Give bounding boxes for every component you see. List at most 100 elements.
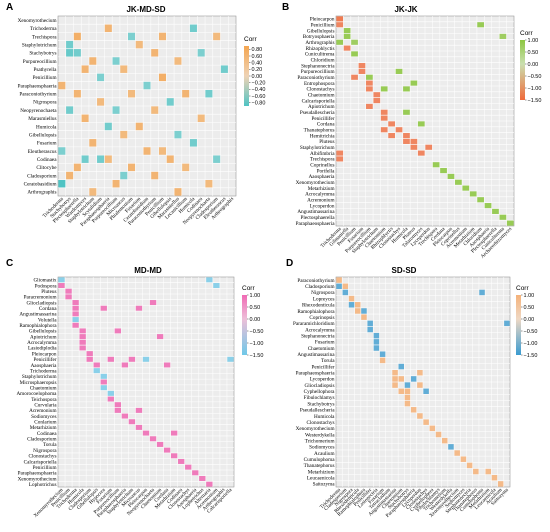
row-label: Stephanonectria bbox=[301, 333, 335, 339]
heatmap-cell bbox=[336, 22, 344, 28]
heatmap-cell bbox=[441, 437, 448, 444]
row-label: Sodiomyces bbox=[309, 445, 334, 451]
heatmap-cell bbox=[484, 203, 492, 209]
heatmap-cell bbox=[121, 413, 129, 419]
row-label: Angustimassarina bbox=[297, 352, 335, 358]
heatmap-cell bbox=[174, 130, 182, 139]
row-label: Xenomyrothecium bbox=[18, 18, 57, 24]
heatmap-cell bbox=[100, 305, 107, 311]
row-label: Acrocalymma bbox=[305, 327, 335, 333]
heatmap-cell bbox=[432, 162, 440, 168]
panel-label: B bbox=[282, 2, 289, 13]
row-label: Trichoderma bbox=[30, 26, 57, 32]
row-label: Chaetomium bbox=[30, 385, 57, 391]
row-label: Pseudallescheria bbox=[300, 110, 335, 116]
heatmap-cell bbox=[423, 419, 429, 425]
heatmap-cell bbox=[205, 89, 213, 98]
row-label: Rhexodenticula bbox=[302, 303, 335, 309]
heatmap-cell bbox=[379, 357, 386, 364]
heatmap-cell bbox=[410, 80, 418, 86]
heatmap-cell bbox=[121, 362, 129, 368]
panel-label: A bbox=[6, 2, 13, 13]
heatmap-cell bbox=[358, 68, 366, 74]
row-label: Ceratobasidium bbox=[24, 182, 57, 188]
heatmap-cell bbox=[417, 413, 423, 419]
row-label: Calcarisporiella bbox=[302, 98, 336, 104]
heatmap-cell bbox=[79, 334, 86, 340]
heatmap-cell bbox=[114, 402, 122, 408]
heatmap-cell bbox=[373, 332, 380, 339]
heatmap-cell bbox=[336, 39, 344, 45]
heatmap-cell bbox=[189, 24, 197, 33]
panel-a: A JK-MD-SD Xenomyrothecium Trichoderma Trech… bbox=[6, 2, 265, 228]
heatmap-cell bbox=[213, 32, 221, 41]
row-label: Conlarium bbox=[34, 420, 56, 426]
heatmap-cell bbox=[425, 144, 433, 150]
row-label: Metarhizium bbox=[30, 425, 57, 431]
heatmap-cell bbox=[373, 98, 381, 104]
row-label: Acremonium bbox=[307, 198, 334, 204]
heatmap-cell bbox=[506, 220, 514, 226]
heatmap-cell bbox=[128, 419, 136, 425]
row-label: Clonostachys bbox=[307, 420, 335, 426]
heatmap-cell bbox=[403, 138, 410, 144]
heatmap-cell bbox=[151, 106, 159, 114]
heatmap-cell bbox=[112, 106, 120, 114]
row-label: Coprinopsis bbox=[309, 315, 334, 321]
colorbar-tick-label: 0.00 bbox=[252, 74, 263, 80]
colorbar bbox=[242, 295, 247, 355]
heatmap-cell bbox=[206, 481, 213, 487]
heatmap-cell bbox=[97, 155, 105, 163]
heatmap-cell bbox=[197, 49, 205, 57]
heatmap-cell bbox=[112, 179, 120, 188]
heatmap-cell bbox=[142, 430, 150, 436]
heatmap-cell bbox=[81, 114, 89, 123]
heatmap-cell bbox=[403, 86, 410, 92]
row-label: Albifimbria bbox=[310, 150, 335, 157]
heatmap-cell bbox=[497, 481, 504, 487]
row-label: Podospora bbox=[35, 283, 58, 289]
heatmap-cell bbox=[107, 356, 114, 362]
row-label: Trechispora bbox=[32, 34, 57, 40]
heatmap-cell bbox=[189, 139, 197, 147]
heatmap-cell bbox=[72, 322, 79, 328]
row-label: Apiotrichum bbox=[308, 104, 335, 110]
colorbar-title: Corr bbox=[516, 285, 529, 292]
heatmap-cell bbox=[336, 277, 342, 283]
heatmap-cell bbox=[182, 163, 190, 172]
row-label: Purpureocillium bbox=[301, 69, 335, 75]
panel-title: SD-SD bbox=[392, 266, 417, 275]
heatmap-cell bbox=[93, 362, 100, 368]
row-label: Microsphaeropsis bbox=[20, 380, 57, 386]
row-label: Penicillium bbox=[311, 23, 335, 29]
heatmap-cell bbox=[462, 185, 470, 191]
colorbar-tick-label: −1.50 bbox=[524, 353, 538, 359]
heatmap-cell bbox=[435, 431, 442, 438]
heatmap-cell bbox=[107, 390, 114, 396]
row-label: Pseudallescheria bbox=[300, 408, 335, 414]
row-label: Acrocalymma bbox=[305, 192, 335, 198]
heatmap-cell bbox=[170, 453, 178, 459]
heatmap-cell bbox=[410, 407, 417, 413]
heatmap-cell bbox=[373, 92, 381, 98]
heatmap-cell bbox=[114, 328, 122, 334]
heatmap-cell bbox=[151, 49, 159, 57]
colorbar-tick-label: −1.00 bbox=[250, 341, 264, 347]
row-label: Cumulophoma bbox=[304, 457, 336, 463]
row-label: Paracremonium bbox=[24, 295, 57, 301]
row-label: Codinaea bbox=[37, 431, 57, 437]
heatmap-cell bbox=[66, 49, 74, 57]
heatmap-cell bbox=[166, 98, 174, 106]
heatmap-cell bbox=[163, 447, 171, 453]
heatmap-cell bbox=[97, 98, 105, 106]
heatmap-cell bbox=[100, 385, 107, 391]
heatmap-cell bbox=[417, 121, 425, 127]
heatmap-cell bbox=[366, 86, 373, 92]
heatmap-cell bbox=[135, 40, 143, 49]
row-label: Lasiodiplodia bbox=[28, 346, 57, 352]
row-label: Hemitrichia bbox=[310, 133, 335, 139]
heatmap-cell bbox=[182, 89, 190, 98]
heatmap-cell bbox=[86, 356, 93, 362]
heatmap-cell bbox=[58, 283, 65, 289]
row-label: Amorocoelophoma bbox=[16, 391, 57, 397]
